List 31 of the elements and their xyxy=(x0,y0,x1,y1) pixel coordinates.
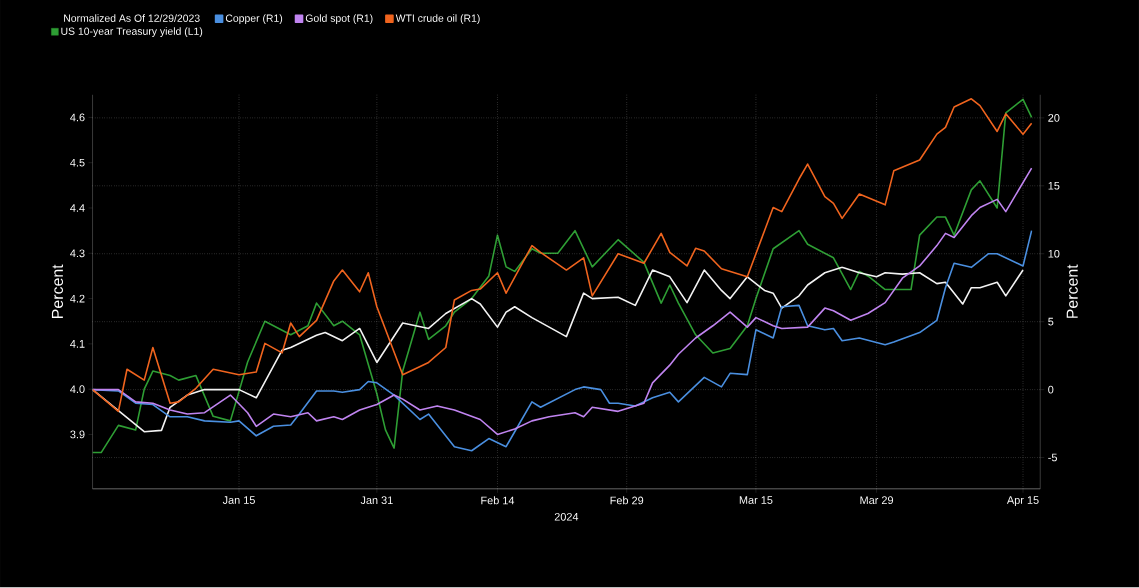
y2-tick-label: 10 xyxy=(1048,250,1060,258)
y-tick-label: 4.1 xyxy=(70,340,85,348)
y-tick-label: 4.5 xyxy=(70,159,85,167)
y-tick-label: 4.3 xyxy=(70,249,85,258)
y-tick-label: 4.6 xyxy=(70,113,85,122)
x-tick-label: Apr 15 xyxy=(1006,496,1039,507)
x-axis-title: 2024 xyxy=(554,513,579,521)
y-tick-label: 4.0 xyxy=(70,385,85,394)
x-tick-label: Feb 14 xyxy=(481,496,515,505)
line-series xyxy=(92,230,1033,452)
legend-label: WTI crude oil (R1) xyxy=(395,14,480,25)
legend-label: Gold spot (R1) xyxy=(305,14,373,25)
x-tick-label: Mar 29 xyxy=(860,496,894,505)
legend-label: US 10-year Treasury yield (L1) xyxy=(61,27,203,38)
y2-tick-label: 20 xyxy=(1048,114,1060,122)
line-series xyxy=(92,167,1033,436)
x-tick-label: Feb 29 xyxy=(610,496,644,505)
x-tick-label: Jan 31 xyxy=(360,496,393,505)
y-tick-label: 4.4 xyxy=(70,204,85,212)
x-tick-label: Jan 15 xyxy=(222,496,255,505)
y2-tick-label: 0 xyxy=(1048,385,1054,394)
y2-tick-label: 5 xyxy=(1048,318,1054,326)
y-tick-label: 4.2 xyxy=(70,294,85,303)
legend-title: Normalized As Of 12/29/2023 xyxy=(64,14,200,23)
x-tick-label: Mar 15 xyxy=(739,496,773,505)
legend-label: Copper (R1) xyxy=(225,14,283,25)
y2-axis-title: Percent xyxy=(1066,264,1078,319)
y2-tick-label: -5 xyxy=(1048,453,1057,462)
y-tick-label: 3.9 xyxy=(70,430,85,439)
y2-tick-label: 15 xyxy=(1048,182,1060,190)
y-axis-title: Percent xyxy=(51,264,64,319)
